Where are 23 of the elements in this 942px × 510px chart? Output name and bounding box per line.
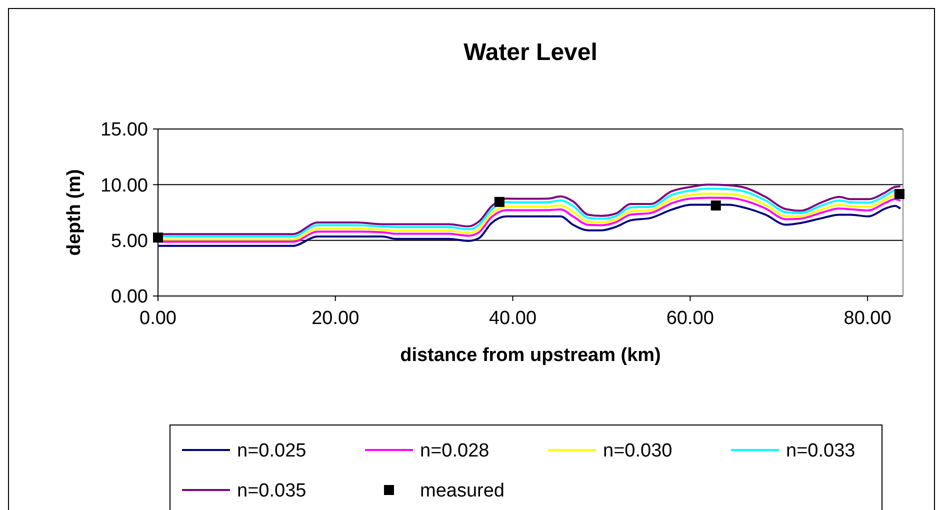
legend-label: measured: [420, 480, 504, 502]
legend-label: n=0.033: [786, 440, 856, 462]
y-tick-label: 0.00: [111, 286, 148, 308]
y-tick-label: 15.00: [100, 120, 148, 141]
y-tick-label: 5.00: [111, 230, 148, 252]
point: [494, 196, 504, 207]
legend-label: n=0.035: [237, 480, 306, 502]
point: [710, 200, 721, 210]
y-axis-title: depth (m): [64, 169, 85, 256]
line-series: [157, 204, 902, 247]
legend-label: n=0.030: [603, 440, 672, 462]
x-tick-label: 40.00: [488, 308, 537, 329]
legend-label: n=0.028: [420, 440, 490, 462]
point: [894, 189, 904, 200]
x-tick-label: 60.00: [666, 308, 714, 329]
chart-title: Water Level: [464, 39, 598, 66]
x-tick-label: 0.00: [140, 308, 176, 329]
y-tick-label: 10.00: [100, 175, 148, 196]
x-tick-label: 80.00: [844, 308, 892, 329]
x-axis-title: distance from upstream (km): [400, 345, 661, 366]
legend-label: n=0.025: [237, 440, 306, 462]
point: [153, 232, 163, 243]
x-tick-label: 20.00: [312, 308, 360, 329]
